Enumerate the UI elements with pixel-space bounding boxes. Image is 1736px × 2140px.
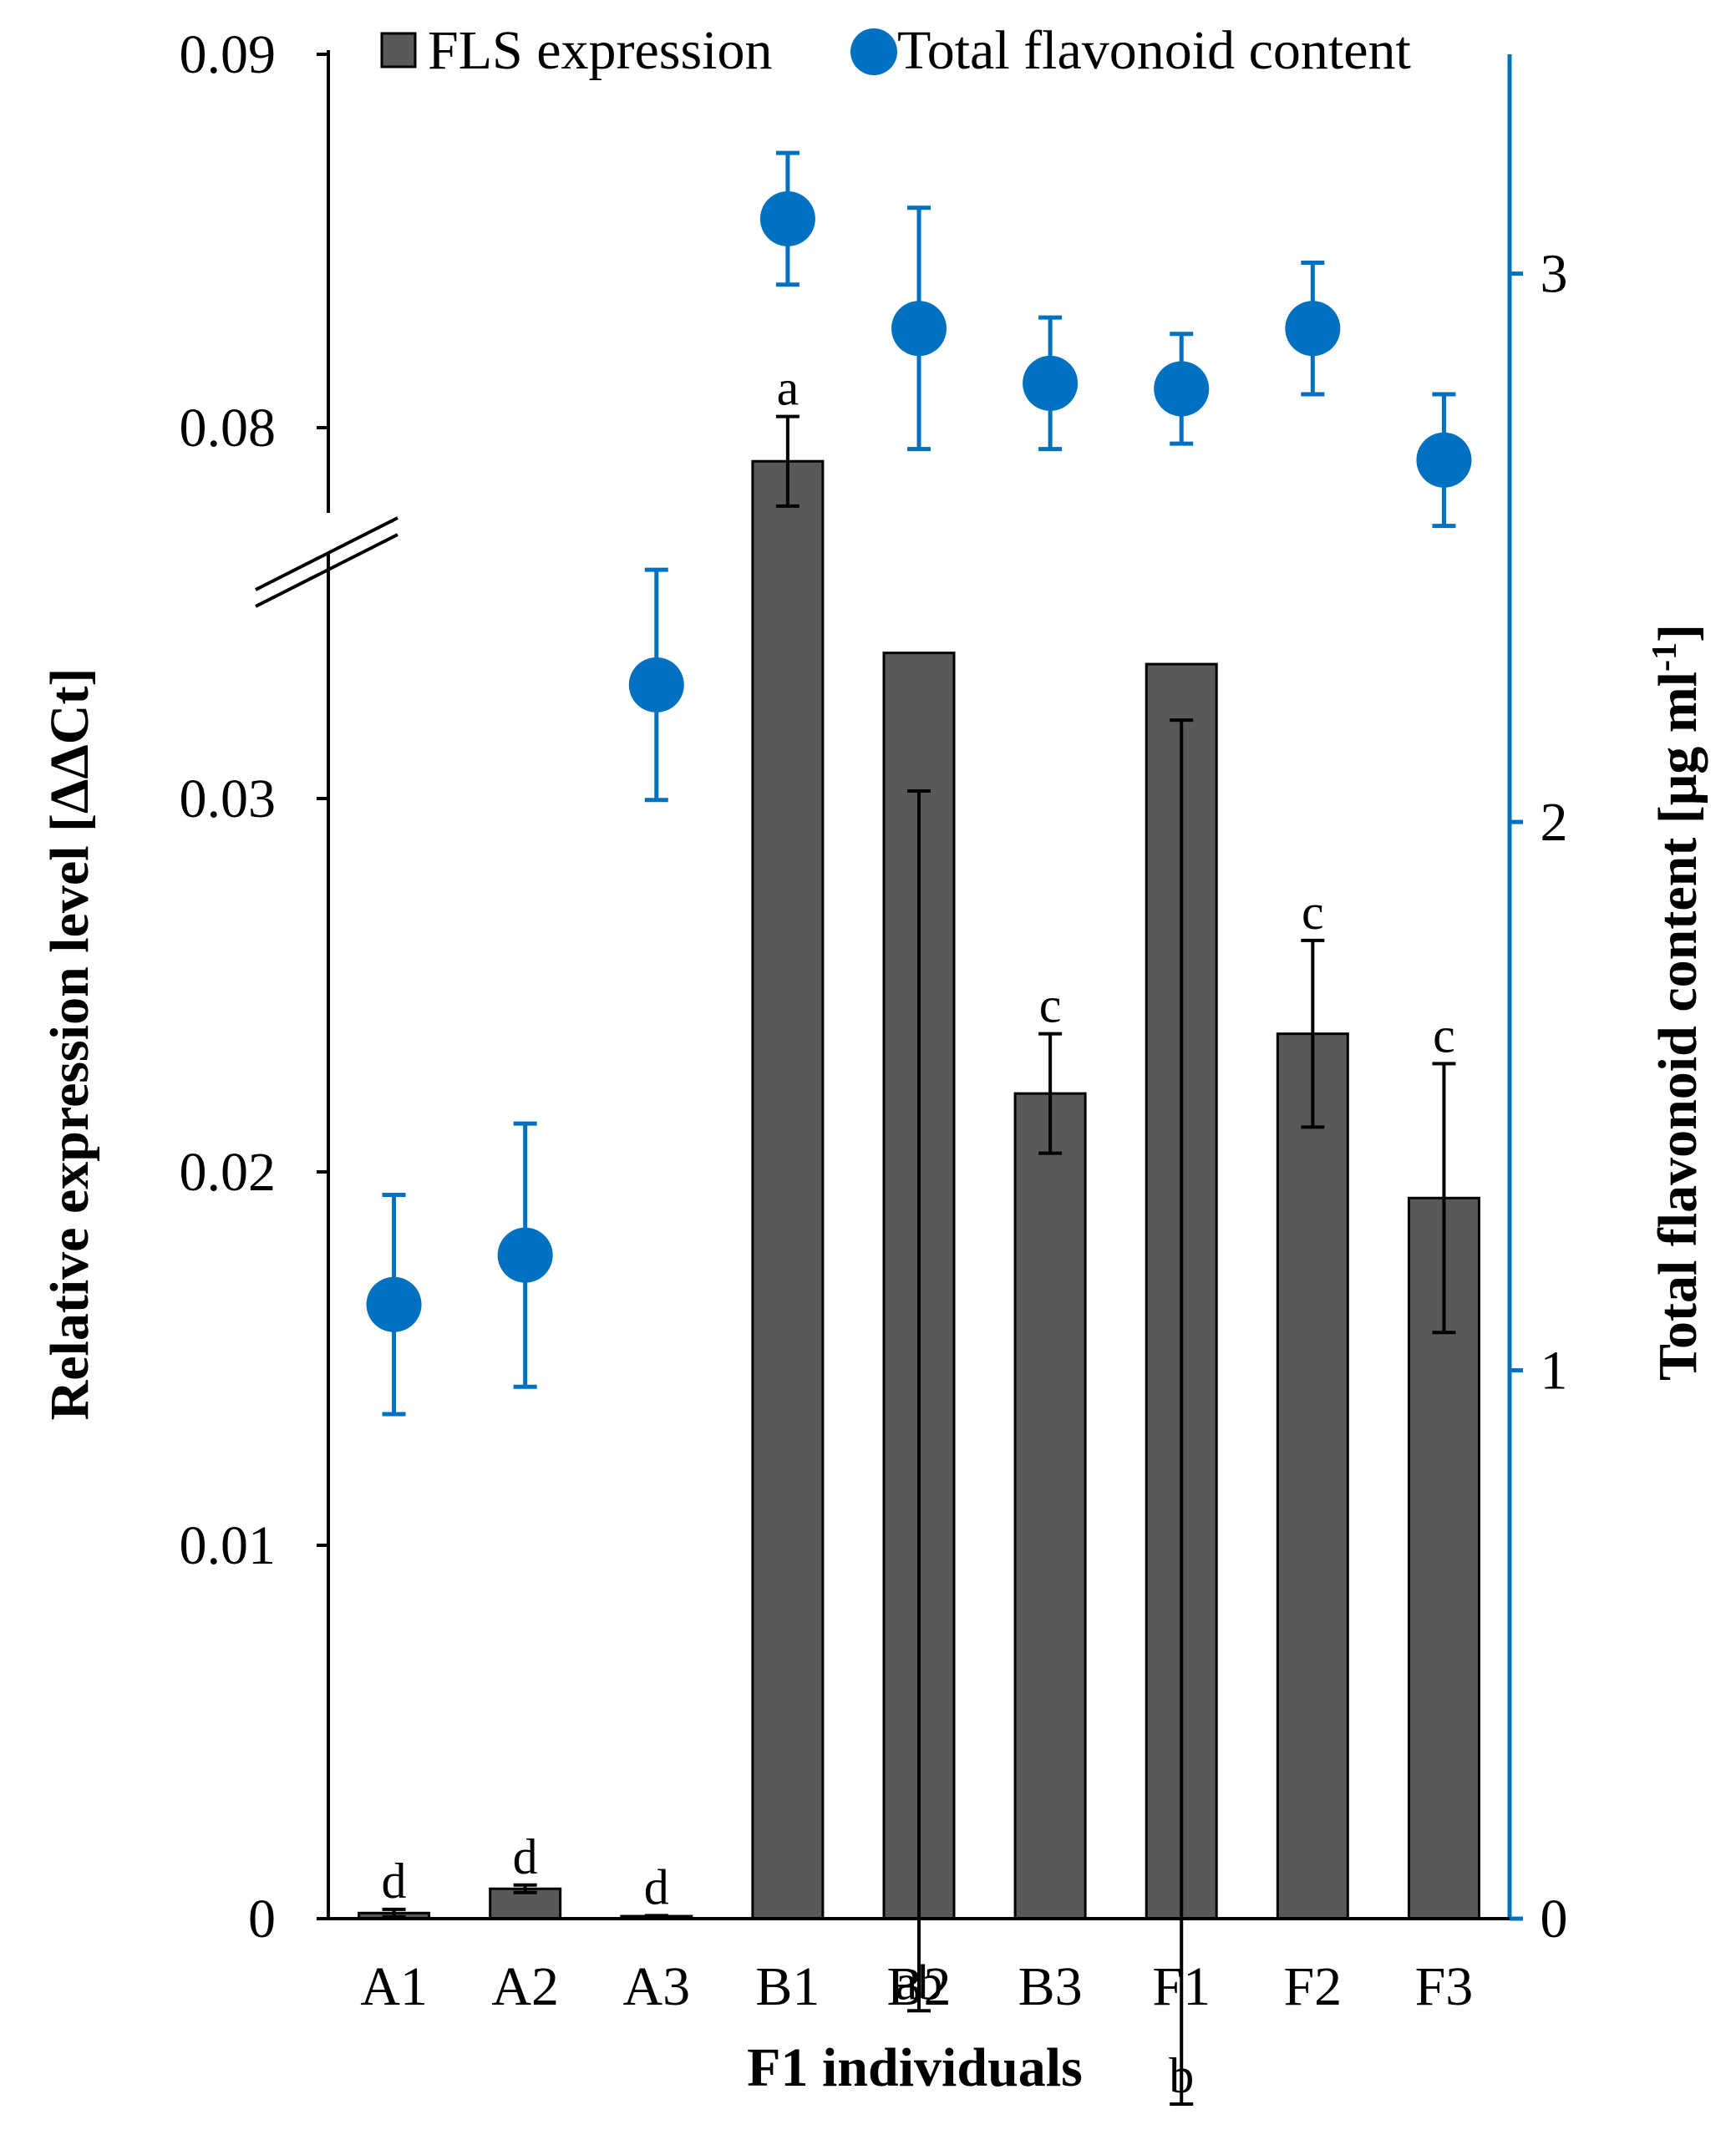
x-tick-label-A1: A1 (360, 1956, 428, 2017)
point-F2 (1285, 301, 1341, 357)
point-F1 (1154, 361, 1210, 417)
x-tick-label-A3: A3 (622, 1956, 690, 2017)
x-tick-label-F1: F1 (1152, 1956, 1211, 2017)
left-tick-label-0.01: 0.01 (180, 1515, 277, 1576)
point-A3 (628, 657, 684, 712)
point-B3 (1023, 355, 1079, 411)
right-tick-label-0: 0 (1541, 1889, 1568, 1950)
right-y-axis-title-main: Total flavonoid content [μg ml (1647, 672, 1708, 1381)
significance-letter-F1: b (1169, 2048, 1194, 2103)
x-tick-label-B2: B2 (886, 1956, 951, 2017)
significance-letter-A1: d (382, 1853, 407, 1909)
significance-letters: d d d a ab c b c c (382, 361, 1455, 2103)
significance-letter-B2: ab (896, 1955, 943, 2010)
x-tick-label-B1: B1 (755, 1956, 820, 2017)
x-tick-label-F2: F2 (1283, 1956, 1342, 2017)
left-tick-label-0.08: 0.08 (180, 398, 277, 459)
point-F3 (1416, 432, 1472, 488)
significance-letter-B3: c (1039, 978, 1062, 1033)
x-tick-label-A2: A2 (491, 1956, 559, 2017)
x-tick-label-B3: B3 (1018, 1956, 1083, 2017)
left-tick-label-0.02: 0.02 (180, 1142, 277, 1203)
bar-B1 (751, 459, 825, 1920)
left-tick-label-0.09: 0.09 (180, 24, 277, 85)
significance-letter-F2: c (1302, 885, 1324, 940)
point-A1 (366, 1276, 422, 1332)
point-B2 (891, 301, 947, 357)
significance-letter-A3: d (644, 1859, 669, 1914)
scatter-layer (366, 150, 1472, 1417)
right-tick-label-2: 2 (1541, 792, 1568, 853)
bar-B3 (1013, 1092, 1087, 1920)
right-y-axis-title-superscript: -1 (1646, 642, 1684, 672)
x-tick-label-F3: F3 (1415, 1956, 1474, 2017)
right-y-axis: 0 1 2 3 (1507, 54, 1568, 1950)
legend: FLS expression Total flavonoid content (380, 20, 1411, 81)
legend-flavonoid-label: Total flavonoid content (897, 20, 1411, 81)
x-axis-title: F1 individuals (747, 2037, 1083, 2098)
point-A2 (497, 1227, 553, 1283)
significance-letter-B1: a (777, 361, 799, 416)
right-tick-label-1: 1 (1541, 1341, 1568, 1402)
significance-letter-A2: d (513, 1829, 538, 1884)
right-tick-label-3: 3 (1541, 244, 1568, 305)
bar-F2 (1276, 1032, 1349, 1920)
left-tick-label-0: 0 (248, 1889, 276, 1950)
x-axis: A1 A2 A3 B1 B2 B3 F1 F2 F3 (328, 1917, 1510, 2017)
right-y-axis-title-end: ] (1647, 624, 1708, 642)
legend-fls-swatch (380, 32, 417, 68)
legend-flavonoid-marker (850, 28, 897, 75)
bars-layer (358, 414, 1480, 2107)
left-y-axis: 0 0.01 0.02 0.03 0.08 0.09 (180, 24, 330, 1950)
significance-letter-F3: c (1433, 1007, 1455, 1062)
point-B1 (759, 190, 815, 246)
legend-fls-label: FLS expression (428, 20, 773, 81)
right-y-axis-title: Total flavonoid content [μg ml-1] (1646, 624, 1708, 1381)
left-y-axis-title: Relative expression level [ΔΔCt] (39, 668, 100, 1421)
left-tick-label-0.03: 0.03 (180, 768, 277, 829)
